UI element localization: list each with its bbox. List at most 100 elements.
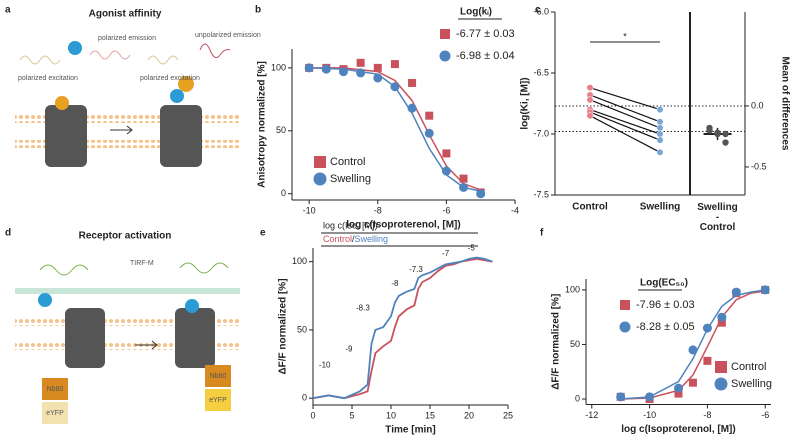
y-axis-label: ΔF/F normalized [%] xyxy=(551,294,562,390)
point xyxy=(356,58,365,67)
wave xyxy=(199,43,231,59)
legend-label: Swelling xyxy=(731,378,772,390)
membrane xyxy=(15,115,240,123)
receptor xyxy=(175,308,215,368)
fit-line xyxy=(620,290,766,400)
point xyxy=(688,378,697,387)
point xyxy=(722,130,729,138)
fit-line xyxy=(309,67,481,191)
eyfp xyxy=(42,402,68,424)
diagram-d: d Receptor activation TIRF-M Nb80 eYFP N… xyxy=(5,228,240,424)
x-tick-label: -12 xyxy=(585,410,598,420)
point xyxy=(476,189,486,199)
wave xyxy=(19,55,61,65)
point xyxy=(390,82,400,92)
ligand xyxy=(170,89,184,103)
label: Nb80 xyxy=(210,373,227,380)
point xyxy=(656,130,664,138)
legend-label: Swelling xyxy=(330,173,371,185)
significance: * xyxy=(623,31,627,41)
legend-label: Control xyxy=(731,361,766,373)
y-tick-label: 0 xyxy=(575,393,580,403)
legend-marker xyxy=(313,172,327,186)
point xyxy=(760,285,770,295)
diagram-title: Receptor activation xyxy=(79,231,172,242)
annotation: -7.3 xyxy=(409,265,423,274)
label: polarized excitation xyxy=(18,75,78,82)
panel-letter: e xyxy=(260,228,266,239)
legend-marker xyxy=(619,321,631,333)
y-axis-label: log(Ki, [M]) xyxy=(520,77,531,129)
y-tick-label: 100 xyxy=(565,284,580,294)
legend-marker xyxy=(314,156,326,168)
y-tick-label: 0 xyxy=(302,393,307,403)
point xyxy=(338,67,348,77)
glass xyxy=(15,288,240,294)
annotation: -9 xyxy=(345,344,353,353)
point xyxy=(586,96,594,104)
point xyxy=(722,139,729,146)
annotation: -5 xyxy=(468,243,476,252)
point xyxy=(656,118,664,126)
fluorophore xyxy=(55,96,69,110)
wave xyxy=(147,55,179,65)
y-tick-label: 50 xyxy=(276,125,286,135)
x-tick-label: 5 xyxy=(349,410,354,420)
eyfp xyxy=(205,389,231,411)
point xyxy=(714,130,721,138)
label: eYFP xyxy=(46,410,64,417)
legend-marker xyxy=(715,361,727,373)
legend-marker xyxy=(714,377,728,391)
point xyxy=(408,78,417,87)
x-tick-label: 15 xyxy=(425,410,435,420)
line xyxy=(312,258,493,400)
x-tick-label: -6 xyxy=(761,410,769,420)
membrane xyxy=(15,140,240,148)
point xyxy=(441,166,451,176)
bracket-label: log c(Iso, [M]) xyxy=(323,220,378,230)
point xyxy=(616,392,626,402)
arrow xyxy=(110,125,133,135)
label: Nb80 xyxy=(47,386,64,393)
point xyxy=(304,63,314,73)
nanobody xyxy=(42,378,68,400)
legend-marker xyxy=(620,300,630,310)
membrane xyxy=(15,318,240,326)
point xyxy=(688,345,698,355)
ligand xyxy=(38,293,52,307)
legend-label: Control xyxy=(323,234,352,244)
receptor xyxy=(45,105,87,167)
diagram-title: Agonist affinity xyxy=(89,9,162,20)
y-tick-label: -6.5 xyxy=(533,67,549,77)
wave xyxy=(39,264,89,276)
point xyxy=(390,60,399,69)
x-axis-label: log c(Isoproterenol, [M]) xyxy=(346,220,460,231)
pair-line xyxy=(589,109,661,135)
annotation: -7 xyxy=(442,249,450,258)
x-tick-label: -8 xyxy=(374,205,382,215)
y-tick-label: 50 xyxy=(297,324,307,334)
panel-letter: f xyxy=(540,228,544,239)
legend-marker xyxy=(440,29,450,39)
ligand xyxy=(185,299,199,313)
annotation: -8.3 xyxy=(356,303,370,312)
point xyxy=(731,287,741,297)
y2-tick-label: -0.5 xyxy=(751,161,767,171)
point xyxy=(702,323,712,333)
x-tick-label: -10 xyxy=(643,410,656,420)
point xyxy=(656,106,664,114)
x-tick-label: Swelling xyxy=(640,202,681,213)
point xyxy=(424,128,434,138)
y-axis-label: Anisotropy normalized [%] xyxy=(257,61,268,188)
legend-value: -7.96 ± 0.03 xyxy=(636,299,695,311)
x-axis-label: log c(Isoproterenol, [M]) xyxy=(621,424,735,435)
x-tick-label: 10 xyxy=(386,410,396,420)
pair-line xyxy=(589,111,661,141)
point xyxy=(656,148,664,156)
legend-title: Log(EC₅₀) xyxy=(640,278,688,289)
point xyxy=(703,356,712,365)
point xyxy=(645,392,655,402)
legend-value: -6.77 ± 0.03 xyxy=(456,28,515,40)
x-tick-label: -10 xyxy=(303,205,316,215)
